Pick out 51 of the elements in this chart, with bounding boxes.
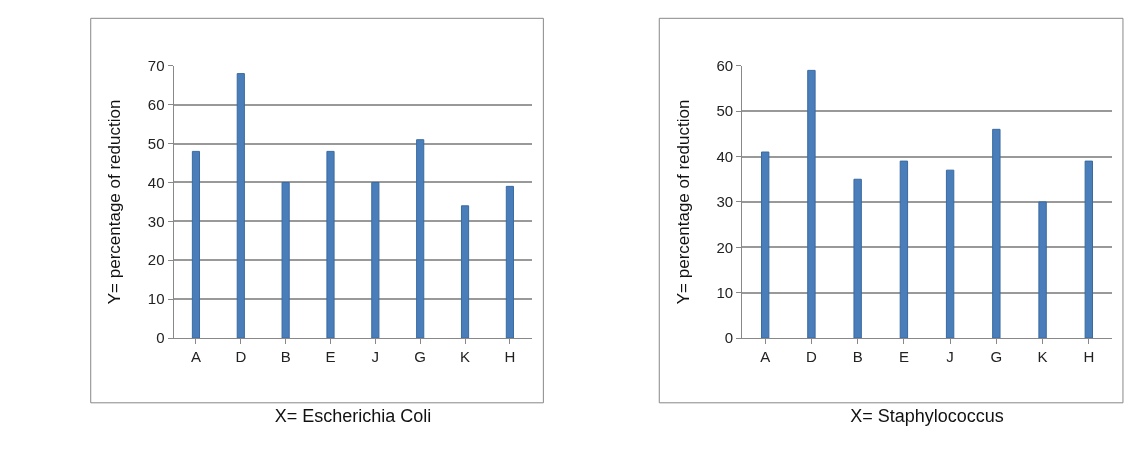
x-tick-label: D [806,348,818,365]
x-tick-label: B [852,348,863,365]
x-tick-label: K [1037,348,1048,365]
bar [945,169,955,338]
x-tick-label: A [190,348,201,365]
bar [236,73,245,338]
x-tick-label: J [946,348,954,365]
y-tick-label: 30 [147,212,165,230]
bar [371,181,380,338]
x-tick-label: G [990,348,1003,365]
x-tick-label: E [898,348,909,365]
y-axis-title: Y= percentage of reduction [673,99,693,305]
y-tick-label: 10 [147,290,165,308]
bar [761,151,770,338]
y-tick-label: 60 [716,57,734,75]
y-tick-label: 40 [716,147,734,165]
y-tick-label: 0 [156,329,165,347]
y-tick-label: 20 [716,238,734,256]
x-tick-label: H [1083,348,1095,365]
bar [191,150,201,338]
y-tick-label: 10 [716,283,734,301]
y-tick-label: 40 [147,173,165,191]
bar [281,181,290,338]
y-tick-label: 20 [147,251,165,269]
y-tick-label: 70 [147,57,165,75]
y-tick-label: 50 [716,102,734,120]
bar [1038,201,1047,338]
y-tick-label: 60 [147,95,165,113]
bar [416,139,425,338]
x-tick-label: E [325,348,336,365]
x-tick-label: B [280,348,291,365]
y-tick-label: 0 [724,329,734,347]
bar [326,150,335,338]
x-tick-label: H [504,348,516,365]
x-axis-title: X= Staphylococcus [850,406,1004,427]
x-tick-label: K [460,348,471,365]
bar [853,178,862,338]
x-tick-label: D [235,348,247,365]
bar [807,69,816,338]
y-axis-title: Y= percentage of reduction [105,99,125,305]
x-axis-title: X= Escherichia Coli [274,406,432,427]
bar [505,185,514,338]
x-tick-label: G [414,348,427,365]
x-tick-label: A [760,348,771,365]
bar [460,205,470,338]
x-tick-label: J [371,348,380,365]
bar [899,160,909,338]
bar [1084,160,1093,338]
bar [992,128,1001,338]
y-tick-label: 50 [147,134,165,152]
y-tick-label: 30 [716,193,734,211]
